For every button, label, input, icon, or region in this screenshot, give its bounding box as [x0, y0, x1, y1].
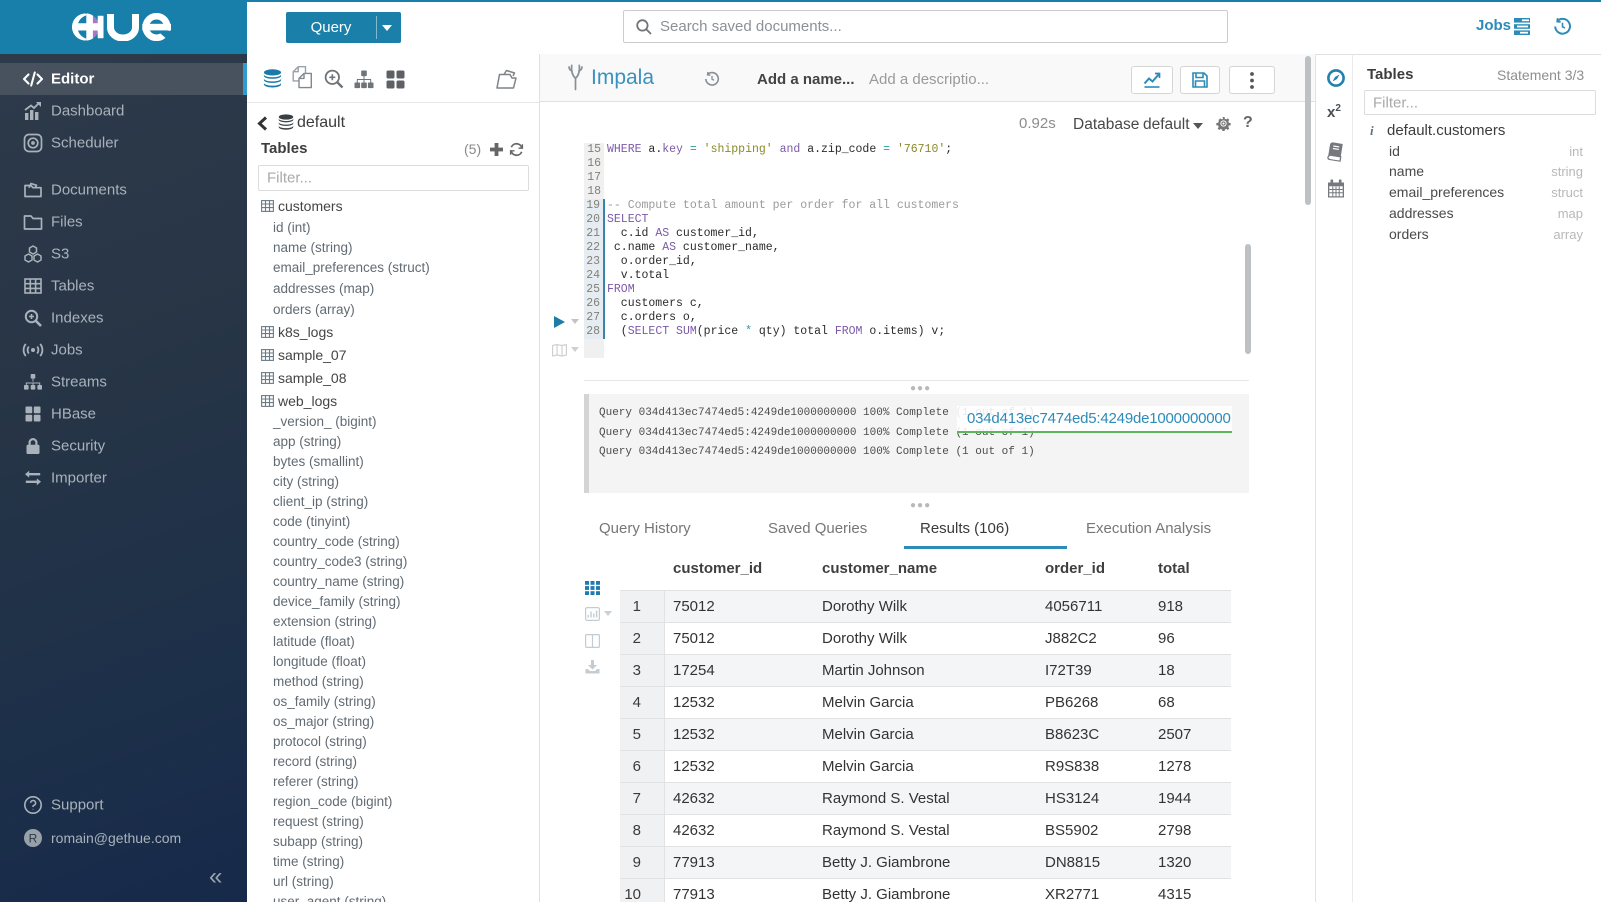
- svg-text:R: R: [29, 831, 38, 845]
